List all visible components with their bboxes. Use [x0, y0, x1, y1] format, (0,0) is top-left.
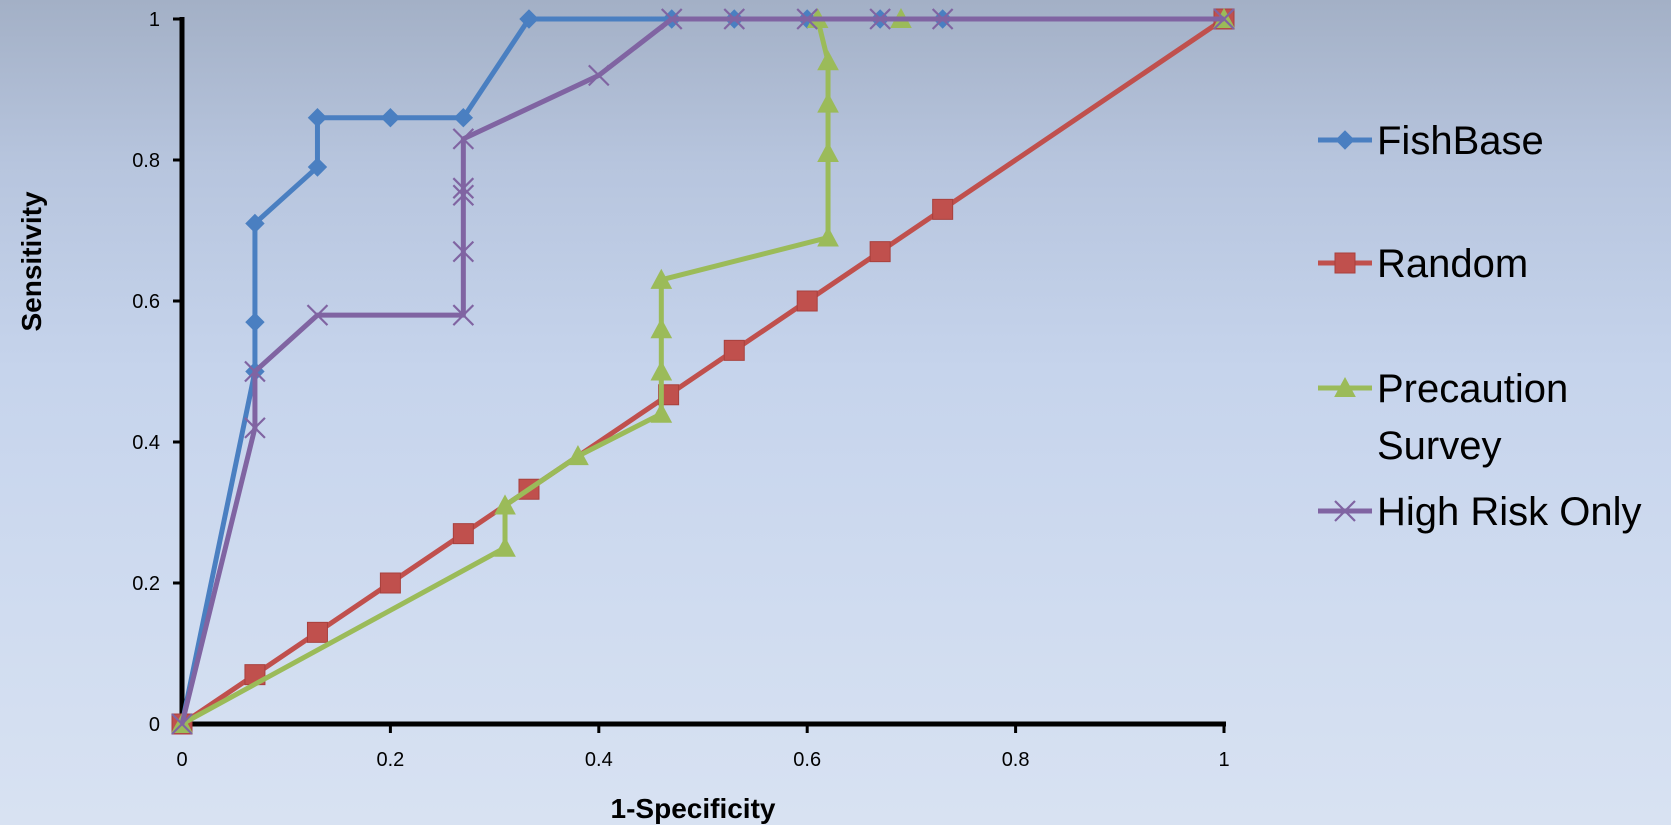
- series-high-risk-only: [171, 8, 1235, 735]
- legend-item: Random: [1318, 242, 1528, 286]
- y-tick-label: 1: [149, 9, 160, 31]
- data-point: [660, 8, 683, 30]
- data-point: [650, 318, 673, 339]
- data-point: [494, 536, 516, 557]
- x-tick-label: 1: [1218, 749, 1229, 771]
- legend-swatch-marker: [1334, 376, 1356, 397]
- data-point: [588, 64, 610, 87]
- x-tick-label: 0.8: [1002, 749, 1030, 771]
- x-tick-label: 0: [176, 749, 187, 771]
- data-point: [494, 494, 516, 515]
- data-point: [650, 402, 673, 423]
- data-point: [796, 8, 818, 30]
- data-point: [817, 141, 839, 162]
- legend-swatch-marker: [1334, 252, 1356, 274]
- data-point: [307, 157, 328, 177]
- y-tick-label: 0.8: [132, 150, 160, 172]
- data-point: [519, 9, 539, 29]
- data-point: [380, 107, 401, 128]
- legend-label: FishBase: [1377, 119, 1544, 163]
- data-point: [452, 184, 475, 207]
- x-axis-ticks: 0 0.2 0.4 0.6 0.8 1: [176, 724, 1230, 771]
- data-point: [650, 268, 673, 289]
- data-point: [452, 523, 474, 545]
- data-point: [817, 226, 839, 247]
- data-point: [307, 107, 328, 128]
- x-tick-label: 0.2: [376, 749, 404, 771]
- data-point: [245, 312, 265, 332]
- legend-label: Random: [1377, 242, 1528, 286]
- data-point: [869, 8, 891, 30]
- y-tick-label: 0.2: [132, 573, 160, 595]
- data-point: [452, 240, 475, 263]
- data-point: [932, 198, 954, 220]
- data-point: [452, 304, 475, 326]
- data-point: [567, 445, 589, 466]
- y-axis-ticks: 0 0.2 0.4 0.6 0.8 1: [132, 9, 182, 736]
- y-axis-title: Sensitivity: [16, 191, 47, 331]
- series-layer: [171, 7, 1235, 735]
- x-tick-label: 0.6: [793, 749, 821, 771]
- legend-item: Precaution Survey: [1318, 367, 1568, 468]
- data-point: [1213, 8, 1235, 30]
- data-point: [796, 290, 818, 312]
- y-tick-label: 0.6: [132, 291, 160, 313]
- data-point: [817, 50, 839, 71]
- x-tick-label: 0.4: [585, 749, 613, 771]
- legend-item: FishBase: [1318, 119, 1544, 163]
- legend-swatch-marker: [1334, 500, 1356, 522]
- data-point: [452, 128, 475, 150]
- data-point: [817, 92, 839, 113]
- data-point: [245, 213, 265, 234]
- data-point: [171, 713, 193, 735]
- y-tick-label: 0: [149, 714, 160, 736]
- data-point: [931, 8, 954, 30]
- series-line: [179, 16, 1224, 725]
- data-point: [723, 339, 745, 361]
- legend-label: Precaution: [1377, 367, 1568, 411]
- legend-item: High Risk Only: [1318, 490, 1642, 534]
- data-point: [244, 360, 266, 383]
- data-point: [452, 177, 475, 199]
- data-point: [306, 621, 328, 643]
- data-point: [650, 360, 673, 381]
- legend-label: High Risk Only: [1377, 490, 1642, 534]
- series-line: [180, 16, 1226, 727]
- data-point: [453, 107, 474, 128]
- legend-label: Survey: [1377, 424, 1502, 468]
- x-axis-title: 1-Specificity: [611, 793, 776, 824]
- legend-swatch-marker: [1335, 130, 1355, 150]
- data-point: [306, 304, 329, 326]
- data-point: [379, 572, 401, 594]
- data-point: [723, 8, 746, 30]
- legend: FishBase Random Precaution Survey High Risk …: [1318, 119, 1642, 534]
- data-point: [244, 417, 266, 439]
- y-tick-label: 0.4: [132, 432, 160, 454]
- data-point: [869, 241, 891, 263]
